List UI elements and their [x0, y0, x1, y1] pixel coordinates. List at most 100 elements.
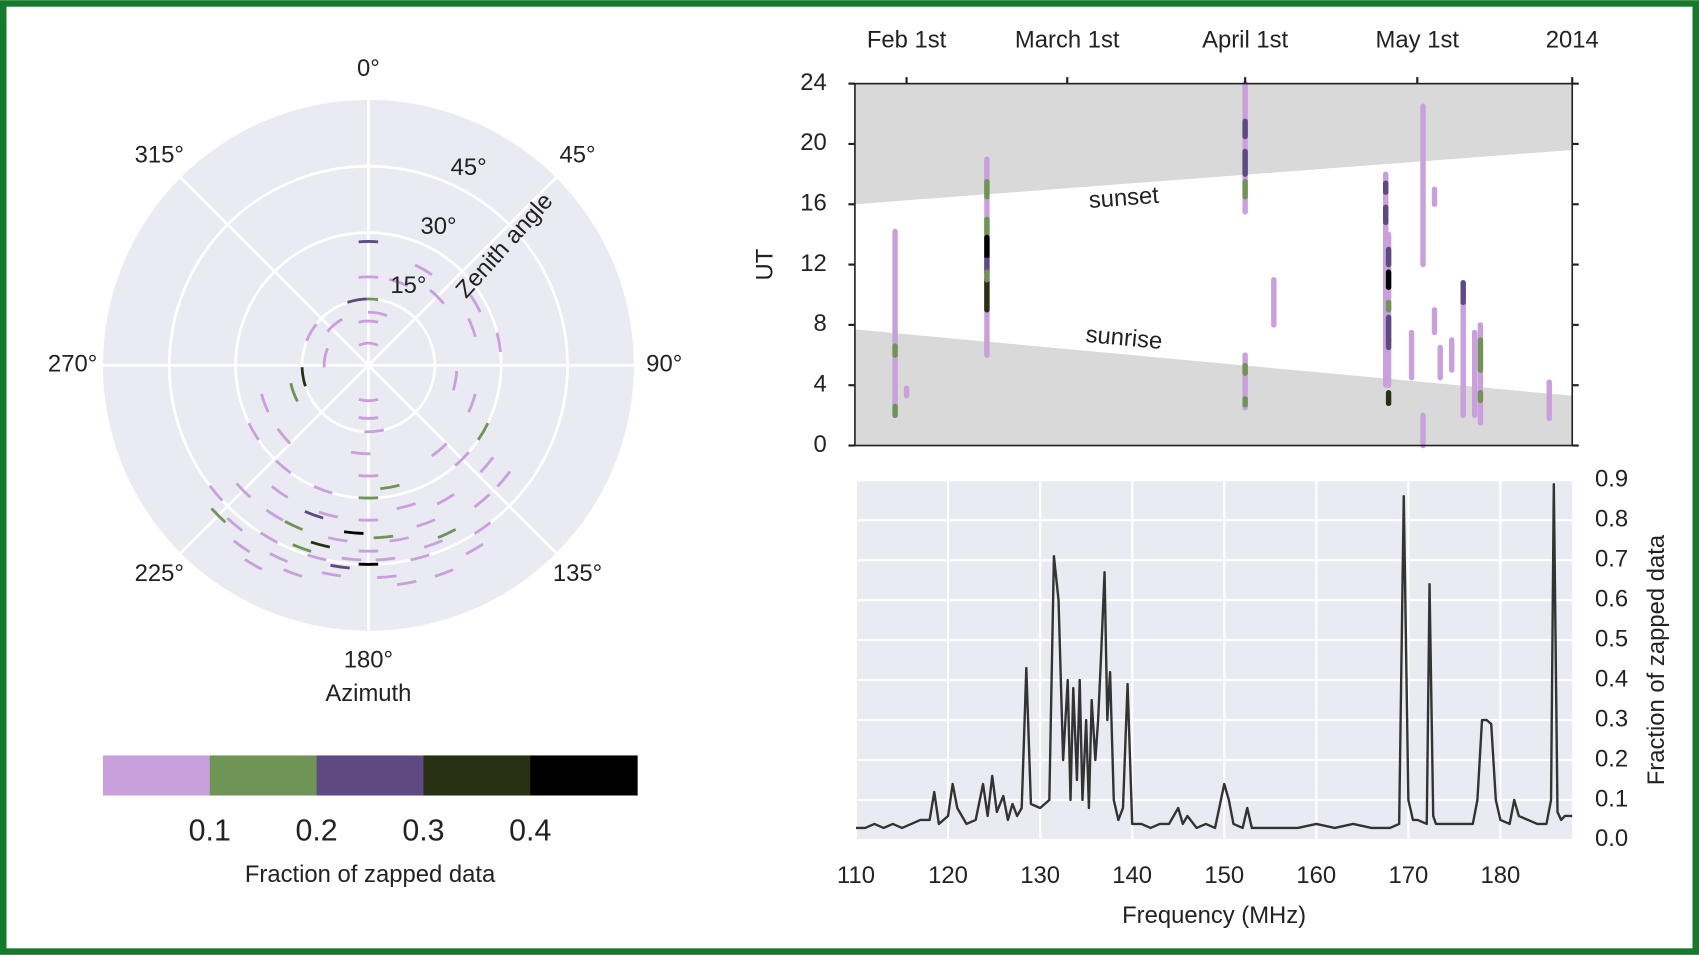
y-tick-label: 0.4: [1595, 665, 1628, 692]
y-tick-label: 0.3: [1595, 705, 1628, 732]
polar-dash: [375, 556, 396, 562]
polar-dash: [377, 574, 397, 579]
polar-dash: [358, 341, 379, 347]
angle-tick-label: 180°: [344, 646, 393, 673]
polar-dash: [437, 528, 457, 539]
polar-dash: [265, 508, 284, 522]
y-tick-label: 24: [800, 69, 827, 96]
colorbar-segment: [530, 755, 638, 796]
polar-dash: [350, 450, 371, 456]
x-tick-label: May 1st: [1376, 27, 1460, 54]
polar-dash: [326, 317, 344, 333]
polar-dash: [396, 502, 416, 510]
daylight-band: [854, 83, 1573, 205]
polar-dash: [473, 493, 491, 509]
y-tick-label: 0.7: [1595, 545, 1628, 572]
polar-dash: [358, 398, 379, 403]
polar-dash: [276, 427, 292, 445]
polar-dash: [310, 540, 331, 549]
colorbar-segment: [423, 755, 531, 796]
polar-dash: [283, 568, 303, 578]
polar-dash: [467, 393, 477, 413]
polar-dash: [232, 539, 251, 554]
y-tick-label: 16: [800, 190, 827, 217]
y-tick-label: 0.6: [1595, 585, 1628, 612]
x-axis-label: Frequency (MHz): [1122, 902, 1306, 929]
polar-dash: [307, 553, 327, 562]
polar-dash: [423, 539, 444, 549]
radial-tick-label: 30°: [420, 213, 456, 240]
polar-dash: [269, 552, 289, 564]
radial-tick-label: 15°: [390, 272, 426, 299]
polar-dash: [451, 370, 459, 391]
x-tick-label: 2014: [1546, 27, 1599, 54]
y-axis-label: UT: [751, 248, 778, 280]
y-tick-label: 0.0: [1595, 825, 1628, 852]
angle-tick-label: 45°: [560, 141, 596, 168]
angle-tick-label: 315°: [135, 141, 184, 168]
x-tick-label: 120: [928, 862, 968, 889]
colorbar-label: Fraction of zapped data: [245, 861, 496, 888]
polar-dash: [410, 553, 430, 562]
angle-tick-label: 0°: [357, 55, 380, 82]
polar-dash: [289, 382, 299, 403]
y-tick-label: 20: [800, 129, 827, 156]
y-tick-label: 0.2: [1595, 745, 1628, 772]
polar-dash: [434, 568, 454, 578]
polar-dash: [388, 278, 409, 288]
x-axis-label: Azimuth: [325, 680, 411, 707]
polar-dash: [358, 319, 379, 324]
polar-dash: [259, 531, 279, 544]
polar-dash: [304, 510, 324, 520]
polar-dash: [247, 422, 260, 441]
polar-dash: [380, 483, 400, 491]
colorbar-tick-label: 0.2: [296, 814, 338, 847]
polar-dash: [292, 543, 312, 553]
polar-dash: [367, 310, 388, 317]
polar-dash: [358, 416, 379, 420]
y-tick-label: 0.1: [1595, 785, 1628, 812]
x-tick-label: March 1st: [1015, 27, 1120, 54]
polar-dash: [341, 556, 362, 562]
colorbar-segment: [316, 755, 424, 796]
radial-tick-label: 45°: [451, 154, 487, 181]
polar-dash: [343, 530, 364, 535]
x-tick-label: Feb 1st: [867, 27, 947, 54]
angle-tick-label: 90°: [646, 351, 682, 378]
y-tick-label: 4: [813, 371, 826, 398]
x-tick-label: 160: [1296, 862, 1336, 889]
polar-dash: [454, 451, 470, 467]
band-annotation: sunset: [1088, 182, 1160, 214]
x-tick-label: 140: [1112, 862, 1152, 889]
y-tick-label: 0: [813, 431, 826, 458]
polar-dash: [321, 571, 342, 578]
polar-dash: [495, 332, 502, 353]
x-tick-label: 110: [837, 862, 875, 889]
y-tick-label: 0.9: [1595, 466, 1628, 493]
polar-dash: [244, 558, 263, 571]
y-axis-label: Fraction of zapped data: [1643, 534, 1670, 785]
y-tick-label: 12: [800, 250, 827, 277]
polar-dash: [327, 536, 348, 543]
polar-dash: [305, 323, 318, 342]
x-tick-label: April 1st: [1202, 27, 1288, 54]
polar-dash: [210, 507, 227, 524]
polar-dash: [430, 442, 448, 458]
spectrum-line: [856, 483, 1573, 830]
colorbar-tick-label: 0.4: [509, 814, 551, 847]
polar-dash: [364, 428, 385, 434]
colorbar-segment: [209, 755, 318, 796]
colorbar-tick-label: 0.1: [189, 814, 231, 847]
polar-dash: [284, 520, 304, 531]
polar-dash: [414, 263, 433, 276]
polar-dash: [436, 493, 455, 506]
x-tick-label: 150: [1204, 862, 1244, 889]
polar-dash: [467, 317, 477, 338]
polar-dash: [313, 485, 333, 495]
polar-dash: [260, 393, 270, 413]
angle-tick-label: 135°: [553, 560, 602, 587]
polar-dash: [346, 297, 367, 304]
y-tick-label: 0.8: [1595, 505, 1628, 532]
